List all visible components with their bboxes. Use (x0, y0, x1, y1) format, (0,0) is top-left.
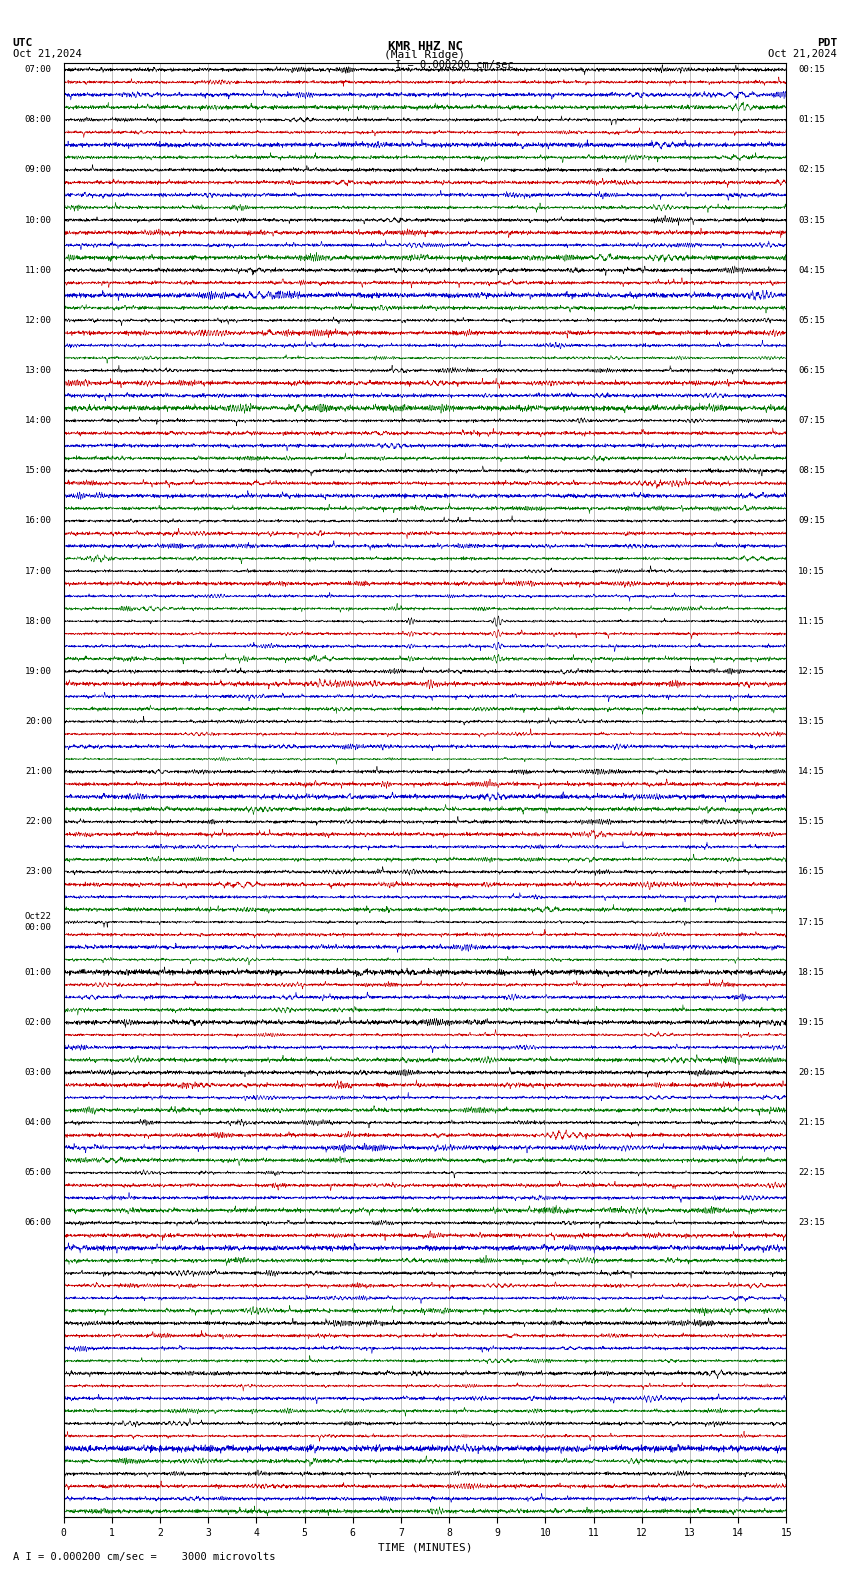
Text: 08:15: 08:15 (798, 466, 825, 475)
Text: 20:00: 20:00 (25, 718, 52, 725)
Text: 06:00: 06:00 (25, 1218, 52, 1228)
Text: 04:00: 04:00 (25, 1118, 52, 1128)
Text: Oct 21,2024: Oct 21,2024 (768, 49, 837, 59)
Text: 23:00: 23:00 (25, 868, 52, 876)
Text: 19:00: 19:00 (25, 667, 52, 676)
Text: 11:15: 11:15 (798, 616, 825, 626)
Text: 03:00: 03:00 (25, 1068, 52, 1077)
Text: 11:00: 11:00 (25, 266, 52, 274)
Text: 07:15: 07:15 (798, 417, 825, 425)
Text: 22:00: 22:00 (25, 817, 52, 827)
Text: 18:15: 18:15 (798, 968, 825, 977)
Text: 23:15: 23:15 (798, 1218, 825, 1228)
Text: 09:00: 09:00 (25, 165, 52, 174)
Text: 13:15: 13:15 (798, 718, 825, 725)
Text: UTC: UTC (13, 38, 33, 48)
Text: 03:15: 03:15 (798, 215, 825, 225)
Text: 08:00: 08:00 (25, 116, 52, 124)
Text: 18:00: 18:00 (25, 616, 52, 626)
Text: 16:15: 16:15 (798, 868, 825, 876)
Text: 14:00: 14:00 (25, 417, 52, 425)
Text: 21:00: 21:00 (25, 767, 52, 776)
Text: KMR HHZ NC: KMR HHZ NC (388, 40, 462, 52)
Text: 05:15: 05:15 (798, 315, 825, 325)
Text: 17:15: 17:15 (798, 917, 825, 927)
Text: 05:00: 05:00 (25, 1169, 52, 1177)
Text: 07:00: 07:00 (25, 65, 52, 74)
Text: 10:00: 10:00 (25, 215, 52, 225)
Text: 17:00: 17:00 (25, 567, 52, 575)
Text: 09:15: 09:15 (798, 516, 825, 526)
Text: 04:15: 04:15 (798, 266, 825, 274)
Text: 12:00: 12:00 (25, 315, 52, 325)
Text: I = 0.000200 cm/sec: I = 0.000200 cm/sec (395, 60, 514, 70)
Text: (Mail Ridge): (Mail Ridge) (384, 49, 466, 60)
Text: 01:15: 01:15 (798, 116, 825, 124)
Text: 06:15: 06:15 (798, 366, 825, 375)
Text: PDT: PDT (817, 38, 837, 48)
Text: 15:15: 15:15 (798, 817, 825, 827)
Text: 01:00: 01:00 (25, 968, 52, 977)
Text: 14:15: 14:15 (798, 767, 825, 776)
Text: Oct 21,2024: Oct 21,2024 (13, 49, 82, 59)
Text: 02:00: 02:00 (25, 1019, 52, 1026)
Text: 16:00: 16:00 (25, 516, 52, 526)
Text: 02:15: 02:15 (798, 165, 825, 174)
Text: 21:15: 21:15 (798, 1118, 825, 1128)
X-axis label: TIME (MINUTES): TIME (MINUTES) (377, 1543, 473, 1552)
Text: 15:00: 15:00 (25, 466, 52, 475)
Text: 10:15: 10:15 (798, 567, 825, 575)
Text: 19:15: 19:15 (798, 1019, 825, 1026)
Text: 00:15: 00:15 (798, 65, 825, 74)
Text: A I = 0.000200 cm/sec =    3000 microvolts: A I = 0.000200 cm/sec = 3000 microvolts (13, 1552, 275, 1562)
Text: 20:15: 20:15 (798, 1068, 825, 1077)
Text: Oct22
00:00: Oct22 00:00 (25, 912, 52, 931)
Text: 22:15: 22:15 (798, 1169, 825, 1177)
Text: 12:15: 12:15 (798, 667, 825, 676)
Text: 13:00: 13:00 (25, 366, 52, 375)
